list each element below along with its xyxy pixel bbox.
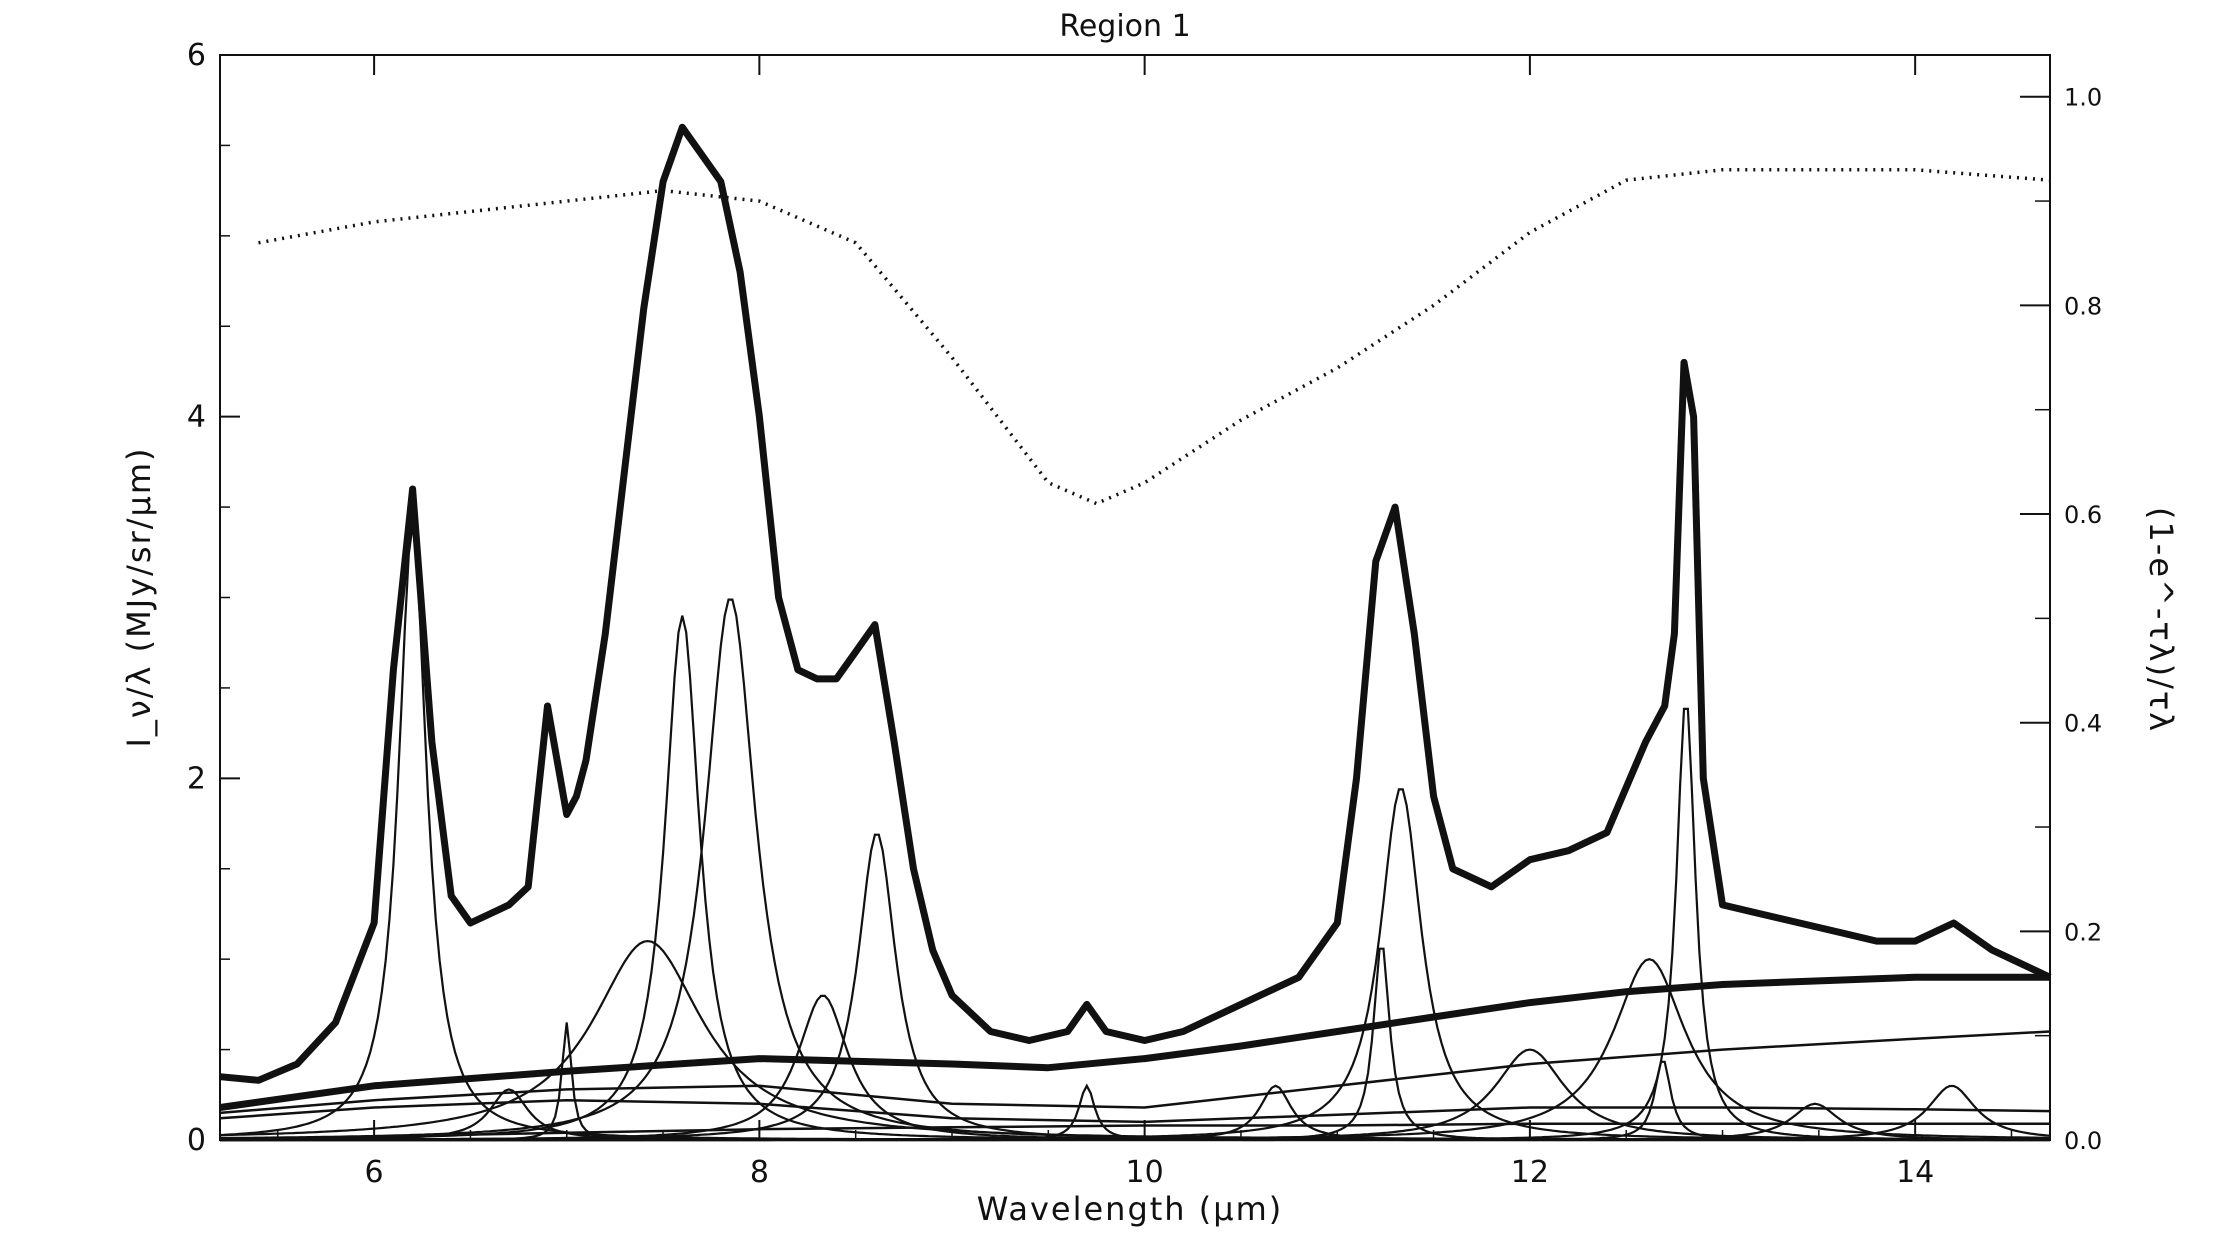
y-tick-label-2: 2 [187, 761, 206, 796]
x-axis-title: Wavelength (μm) [977, 1190, 1284, 1228]
y-tick-label-4: 6 [187, 38, 206, 73]
y-right-tick-label-6: 1.0 [2064, 84, 2102, 112]
y-right-tick-label-3: 0.4 [2064, 710, 2102, 738]
y-right-axis-title: (1-e^-τλ)/τλ [2142, 507, 2180, 733]
component-line-7 [220, 994, 2050, 1142]
component-line-18 [220, 1084, 2051, 1142]
x-tick-label-4: 12 [1511, 1155, 1549, 1190]
x-tick-label-3: 10 [1126, 1155, 1164, 1190]
plot-frame [219, 54, 2051, 1141]
series-line-continuum-component-3 [219, 1030, 2051, 1115]
y-tick-label-1: 0 [187, 1123, 206, 1158]
series-line-continuum-component-4 [219, 1098, 2051, 1124]
x-tick-label-2: 8 [750, 1155, 769, 1190]
axis-ticks: 6 8 10 12 14 0 2 4 6 0.0 0.2 0.4 0.6 0.8 1.0 [187, 38, 2102, 1190]
y-tick-label-3: 4 [187, 400, 206, 435]
series-line-extinction-right-axis-6 [258, 168, 2051, 506]
y-right-tick-label-2: 0.2 [2064, 918, 2102, 946]
component-line-11 [220, 947, 2050, 1142]
series-line-continuum-2 [219, 973, 2050, 1111]
y-right-tick-label-1: 0.0 [2064, 1127, 2102, 1155]
series-group [219, 123, 2052, 1142]
series-line-total-fit-1 [219, 123, 2052, 1084]
chart-title: Region 1 [1059, 9, 1190, 44]
x-tick-label-1: 6 [365, 1155, 384, 1190]
y-axis-title: I_ν/λ (MJy/sr/μm) [120, 446, 158, 747]
y-right-tick-label-5: 0.8 [2064, 292, 2102, 320]
y-right-tick-label-4: 0.6 [2064, 501, 2102, 529]
component-line-12 [220, 788, 2050, 1141]
x-tick-label-5: 14 [1896, 1155, 1934, 1190]
